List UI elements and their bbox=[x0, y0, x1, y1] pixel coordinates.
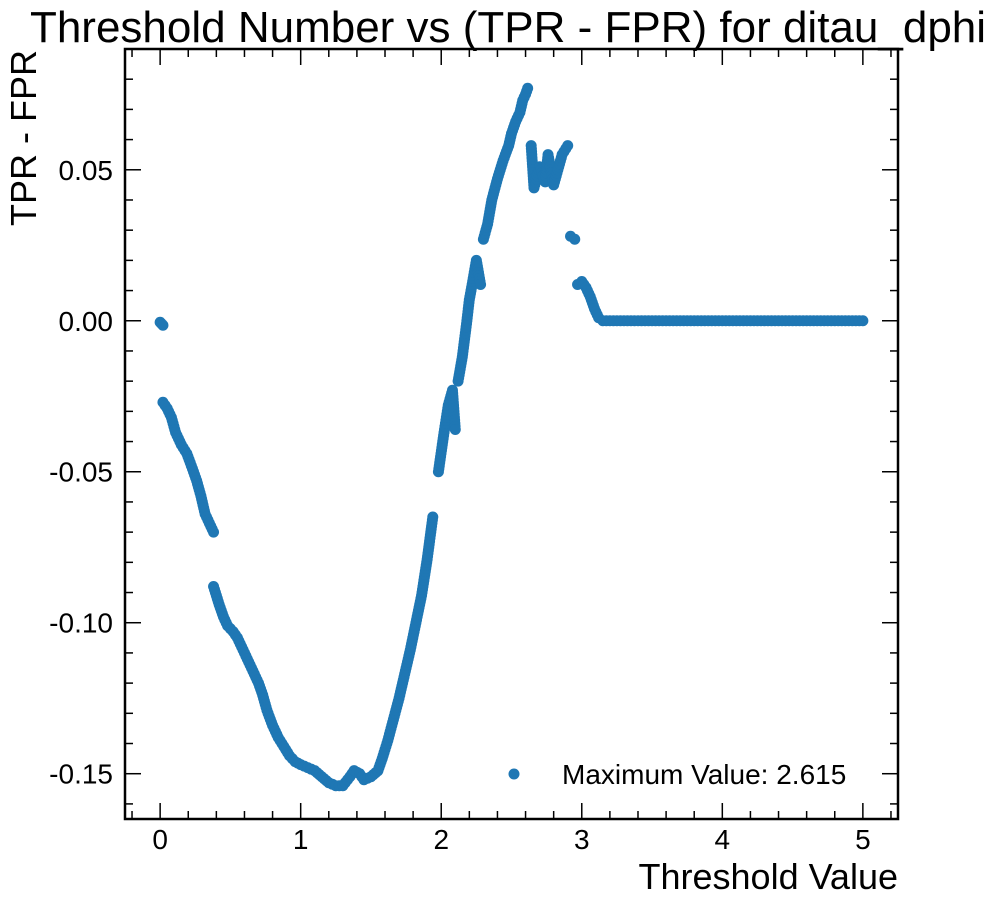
data-point bbox=[449, 423, 461, 435]
legend-label: Maximum Value: 2.615 bbox=[562, 759, 846, 790]
legend: Maximum Value: 2.615 bbox=[508, 759, 846, 790]
y-axis-label: TPR - FPR bbox=[3, 50, 44, 226]
data-point bbox=[562, 140, 574, 152]
data-point bbox=[427, 511, 439, 523]
data-point bbox=[857, 315, 869, 327]
y-tick-label: 0.00 bbox=[59, 306, 114, 337]
data-point bbox=[522, 82, 534, 94]
data-point bbox=[569, 233, 581, 245]
x-axis-label: Threshold Value bbox=[639, 856, 899, 897]
y-tick-label: -0.10 bbox=[49, 608, 113, 639]
data-point bbox=[208, 526, 220, 538]
y-tick-label: -0.05 bbox=[49, 457, 113, 488]
y-tick-label: -0.15 bbox=[49, 759, 113, 790]
legend-marker bbox=[508, 768, 520, 780]
data-point bbox=[157, 319, 169, 331]
x-tick-label: 3 bbox=[574, 824, 590, 855]
y-tick-label: 0.05 bbox=[59, 155, 114, 186]
chart-title: Threshold Number vs (TPR - FPR) for dita… bbox=[30, 3, 986, 52]
data-point bbox=[475, 279, 487, 291]
x-tick-label: 4 bbox=[715, 824, 731, 855]
x-tick-label: 5 bbox=[855, 824, 871, 855]
axis-ticks: 0 1 2 3 4 5 0.05 0.00 -0.05 -0.10 -0.15 bbox=[49, 49, 898, 855]
x-tick-label: 1 bbox=[293, 824, 309, 855]
plot-frame bbox=[123, 47, 900, 821]
x-tick-label: 2 bbox=[433, 824, 449, 855]
x-tick-label: 0 bbox=[152, 824, 168, 855]
data-points bbox=[154, 82, 869, 792]
